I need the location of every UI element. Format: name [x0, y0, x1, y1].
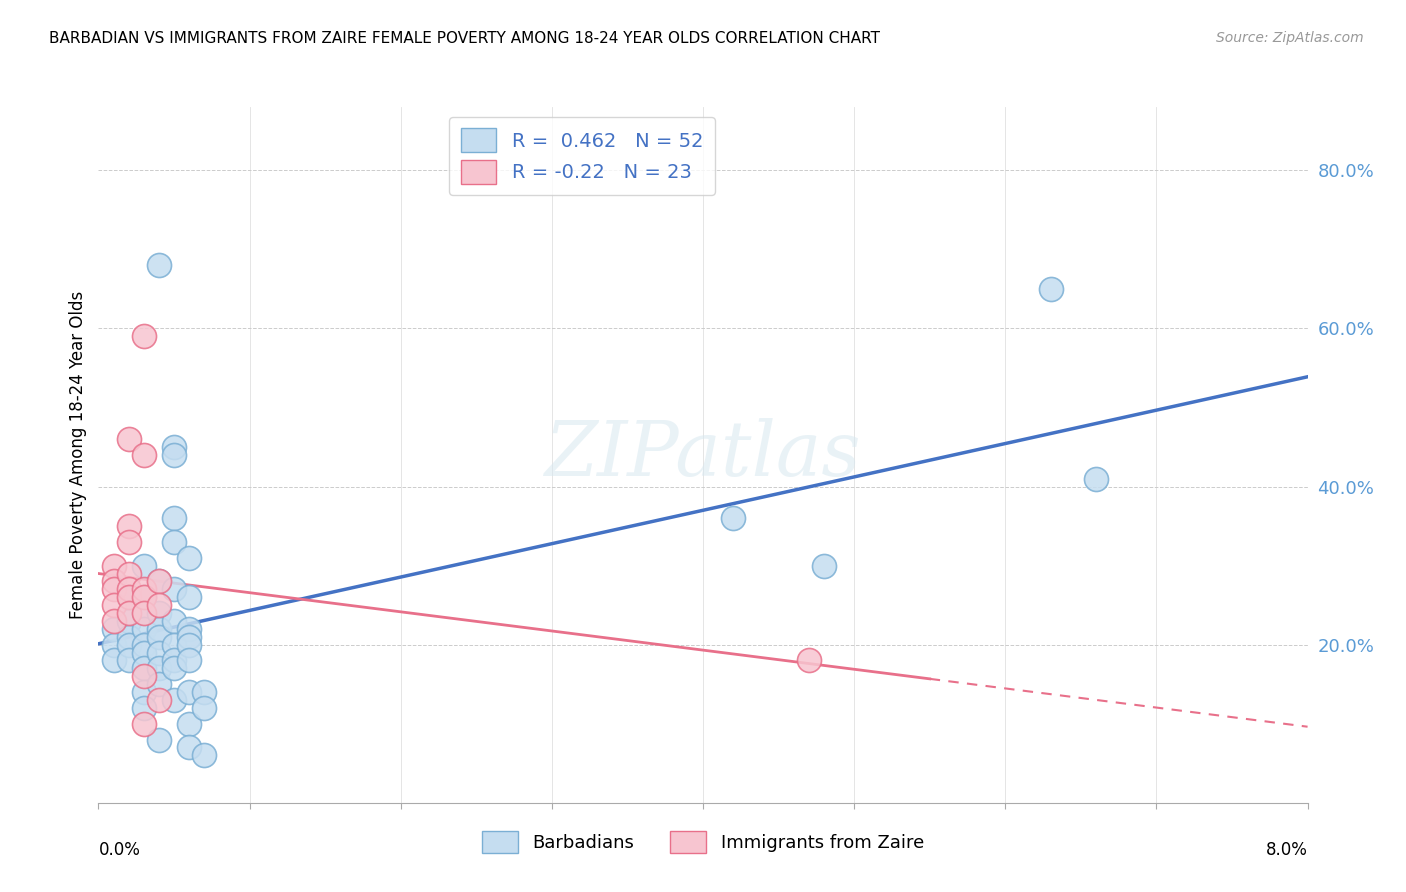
Point — [179, 638, 201, 652]
Text: Source: ZipAtlas.com: Source: ZipAtlas.com — [1216, 31, 1364, 45]
Point — [163, 653, 186, 667]
Point — [163, 638, 186, 652]
Point — [163, 614, 186, 628]
Point — [163, 440, 186, 454]
Point — [103, 598, 125, 612]
Point — [163, 511, 186, 525]
Point — [103, 614, 125, 628]
Point — [148, 574, 170, 589]
Legend: R =  0.462   N = 52, R = -0.22   N = 23: R = 0.462 N = 52, R = -0.22 N = 23 — [450, 117, 714, 195]
Point — [118, 519, 141, 533]
Point — [132, 701, 155, 715]
Point — [179, 630, 201, 644]
Point — [179, 716, 201, 731]
Point — [118, 630, 141, 644]
Point — [132, 638, 155, 652]
Point — [132, 646, 155, 660]
Point — [193, 748, 215, 763]
Point — [148, 732, 170, 747]
Point — [132, 622, 155, 636]
Point — [193, 701, 215, 715]
Point — [1039, 282, 1062, 296]
Point — [103, 558, 125, 573]
Point — [118, 591, 141, 605]
Point — [132, 606, 155, 620]
Point — [132, 606, 155, 620]
Point — [118, 591, 141, 605]
Point — [132, 685, 155, 699]
Point — [148, 622, 170, 636]
Point — [118, 566, 141, 581]
Point — [148, 630, 170, 644]
Point — [118, 432, 141, 446]
Point — [179, 740, 201, 755]
Point — [163, 661, 186, 675]
Point — [132, 716, 155, 731]
Point — [103, 638, 125, 652]
Point — [132, 591, 155, 605]
Point — [163, 693, 186, 707]
Y-axis label: Female Poverty Among 18-24 Year Olds: Female Poverty Among 18-24 Year Olds — [69, 291, 87, 619]
Point — [148, 661, 170, 675]
Point — [1085, 472, 1108, 486]
Point — [148, 574, 170, 589]
Point — [179, 591, 201, 605]
Point — [132, 329, 155, 343]
Point — [118, 582, 141, 597]
Point — [103, 653, 125, 667]
Point — [813, 558, 835, 573]
Point — [148, 646, 170, 660]
Point — [148, 258, 170, 272]
Point — [132, 582, 155, 597]
Text: ZIPatlas: ZIPatlas — [544, 418, 862, 491]
Point — [118, 638, 141, 652]
Point — [179, 550, 201, 565]
Point — [723, 511, 745, 525]
Point — [118, 535, 141, 549]
Point — [179, 622, 201, 636]
Point — [148, 677, 170, 691]
Point — [132, 669, 155, 683]
Point — [163, 535, 186, 549]
Point — [179, 685, 201, 699]
Point — [132, 558, 155, 573]
Point — [148, 606, 170, 620]
Text: 8.0%: 8.0% — [1265, 841, 1308, 859]
Point — [103, 582, 125, 597]
Point — [132, 591, 155, 605]
Text: BARBADIAN VS IMMIGRANTS FROM ZAIRE FEMALE POVERTY AMONG 18-24 YEAR OLDS CORRELAT: BARBADIAN VS IMMIGRANTS FROM ZAIRE FEMAL… — [49, 31, 880, 46]
Point — [797, 653, 820, 667]
Text: 0.0%: 0.0% — [98, 841, 141, 859]
Point — [132, 661, 155, 675]
Point — [193, 685, 215, 699]
Point — [148, 598, 170, 612]
Point — [103, 622, 125, 636]
Point — [118, 614, 141, 628]
Point — [148, 693, 170, 707]
Point — [179, 653, 201, 667]
Point — [163, 582, 186, 597]
Point — [118, 606, 141, 620]
Point — [118, 653, 141, 667]
Point — [163, 448, 186, 462]
Point — [132, 448, 155, 462]
Point — [103, 574, 125, 589]
